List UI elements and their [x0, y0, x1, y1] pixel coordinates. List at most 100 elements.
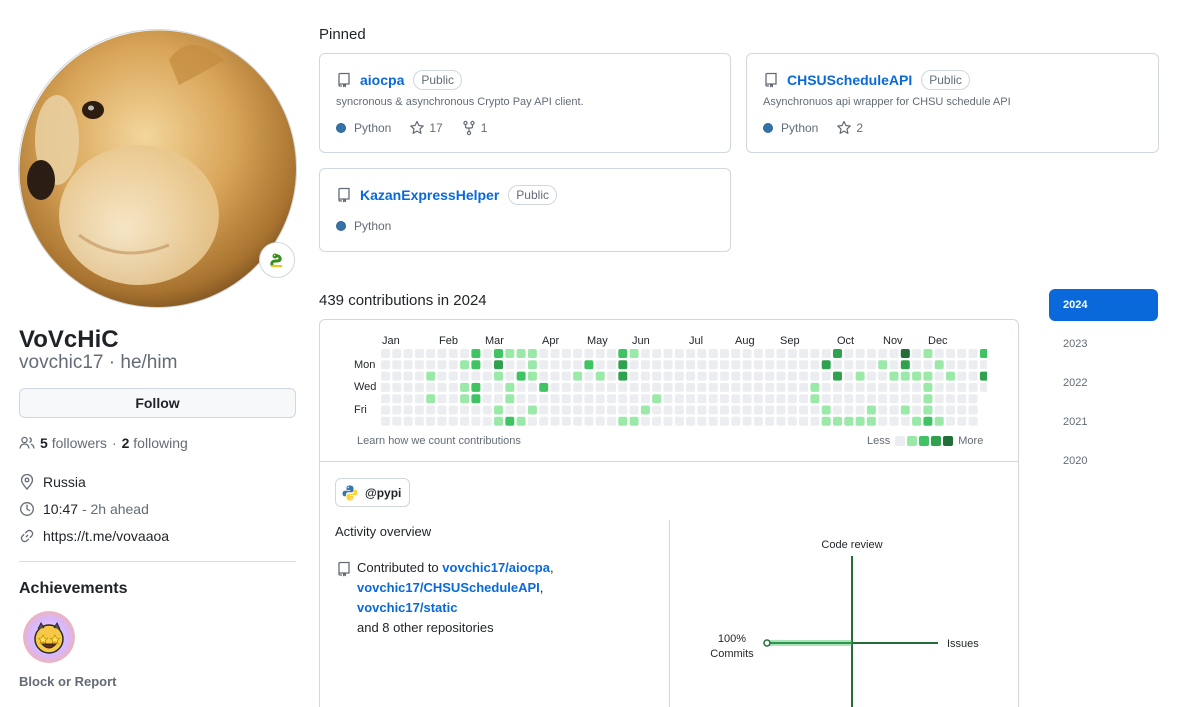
contributed-repo-link[interactable]: vovchic17/CHSUScheduleAPI: [357, 580, 540, 595]
contribution-day[interactable]: [708, 371, 718, 381]
contribution-day[interactable]: [765, 394, 775, 404]
contribution-day[interactable]: [765, 405, 775, 415]
learn-contributions-link[interactable]: Learn how we count contributions: [357, 435, 521, 447]
contribution-day[interactable]: [460, 360, 470, 370]
contribution-day[interactable]: [403, 405, 413, 415]
contribution-day[interactable]: [946, 416, 955, 426]
contribution-day[interactable]: [494, 382, 503, 392]
contribution-day[interactable]: [855, 394, 865, 404]
contribution-day[interactable]: [381, 360, 390, 370]
contribution-day[interactable]: [426, 394, 436, 404]
contribution-day[interactable]: [765, 382, 775, 392]
contribution-day[interactable]: [640, 349, 650, 358]
contribution-day[interactable]: [776, 371, 786, 381]
contribution-day[interactable]: [539, 394, 549, 404]
contribution-day[interactable]: [460, 349, 470, 358]
contribution-day[interactable]: [505, 349, 515, 358]
contribution-day[interactable]: [494, 360, 503, 370]
contribution-day[interactable]: [426, 360, 436, 370]
contribution-day[interactable]: [392, 349, 402, 358]
contribution-day[interactable]: [584, 416, 594, 426]
contribution-day[interactable]: [392, 394, 402, 404]
contribution-day[interactable]: [505, 416, 515, 426]
contribution-day[interactable]: [979, 349, 987, 358]
contribution-day[interactable]: [482, 405, 492, 415]
contribution-day[interactable]: [968, 405, 978, 415]
contribution-day[interactable]: [844, 371, 854, 381]
contribution-day[interactable]: [674, 360, 684, 370]
contribution-day[interactable]: [471, 360, 481, 370]
contribution-day[interactable]: [821, 394, 831, 404]
repo-stars-link[interactable]: 17: [409, 120, 443, 136]
contribution-day[interactable]: [392, 382, 402, 392]
contribution-day[interactable]: [900, 394, 910, 404]
contribution-day[interactable]: [765, 349, 775, 358]
contribution-day[interactable]: [776, 405, 786, 415]
contribution-day[interactable]: [527, 349, 537, 358]
contribution-day[interactable]: [946, 382, 955, 392]
contribution-day[interactable]: [900, 405, 910, 415]
contribution-day[interactable]: [878, 416, 888, 426]
contribution-day[interactable]: [618, 349, 628, 358]
contribution-day[interactable]: [844, 360, 854, 370]
contributed-repo-link[interactable]: vovchic17/static: [357, 600, 458, 615]
contribution-day[interactable]: [855, 405, 865, 415]
contribution-day[interactable]: [833, 349, 842, 358]
contribution-day[interactable]: [833, 394, 842, 404]
contribution-day[interactable]: [878, 394, 888, 404]
contribution-day[interactable]: [505, 405, 515, 415]
contribution-day[interactable]: [979, 360, 987, 370]
org-filter-chip[interactable]: @pypi: [335, 478, 411, 507]
contribution-day[interactable]: [414, 405, 424, 415]
contribution-day[interactable]: [720, 360, 729, 370]
contribution-day[interactable]: [787, 349, 797, 358]
contribution-day[interactable]: [742, 416, 752, 426]
contribution-day[interactable]: [912, 394, 922, 404]
contribution-day[interactable]: [787, 360, 797, 370]
contribution-day[interactable]: [505, 394, 515, 404]
contribution-day[interactable]: [584, 405, 594, 415]
contribution-day[interactable]: [392, 371, 402, 381]
contribution-day[interactable]: [946, 349, 955, 358]
contribution-day[interactable]: [561, 416, 571, 426]
contribution-day[interactable]: [437, 360, 447, 370]
contribution-day[interactable]: [821, 382, 831, 392]
contribution-day[interactable]: [957, 382, 967, 392]
contribution-day[interactable]: [787, 405, 797, 415]
contribution-day[interactable]: [878, 360, 888, 370]
contribution-day[interactable]: [799, 371, 809, 381]
contribution-day[interactable]: [923, 382, 933, 392]
contribution-day[interactable]: [697, 371, 707, 381]
contribution-day[interactable]: [844, 416, 854, 426]
contribution-day[interactable]: [753, 371, 763, 381]
contribution-day[interactable]: [799, 360, 809, 370]
contribution-day[interactable]: [527, 416, 537, 426]
contribution-day[interactable]: [573, 405, 583, 415]
contribution-day[interactable]: [607, 405, 616, 415]
contribution-day[interactable]: [414, 360, 424, 370]
contribution-day[interactable]: [799, 405, 809, 415]
contribution-day[interactable]: [516, 349, 526, 358]
contribution-day[interactable]: [686, 394, 696, 404]
contribution-day[interactable]: [392, 360, 402, 370]
contribution-day[interactable]: [686, 349, 696, 358]
contribution-day[interactable]: [934, 360, 944, 370]
contribution-day[interactable]: [573, 360, 583, 370]
contribution-day[interactable]: [731, 416, 741, 426]
year-link-2020[interactable]: 2020: [1063, 455, 1088, 467]
contribution-day[interactable]: [482, 394, 492, 404]
website-link[interactable]: https://t.me/vovaaoa: [43, 528, 170, 544]
contribution-day[interactable]: [426, 349, 436, 358]
contribution-day[interactable]: [471, 394, 481, 404]
contribution-day[interactable]: [833, 382, 842, 392]
contribution-day[interactable]: [708, 394, 718, 404]
contribution-day[interactable]: [799, 382, 809, 392]
contribution-day[interactable]: [550, 416, 560, 426]
contribution-day[interactable]: [448, 394, 458, 404]
contribution-day[interactable]: [900, 349, 910, 358]
contribution-day[interactable]: [494, 349, 503, 358]
contribution-day[interactable]: [414, 349, 424, 358]
contribution-day[interactable]: [686, 405, 696, 415]
contribution-day[interactable]: [765, 416, 775, 426]
contribution-day[interactable]: [392, 416, 402, 426]
